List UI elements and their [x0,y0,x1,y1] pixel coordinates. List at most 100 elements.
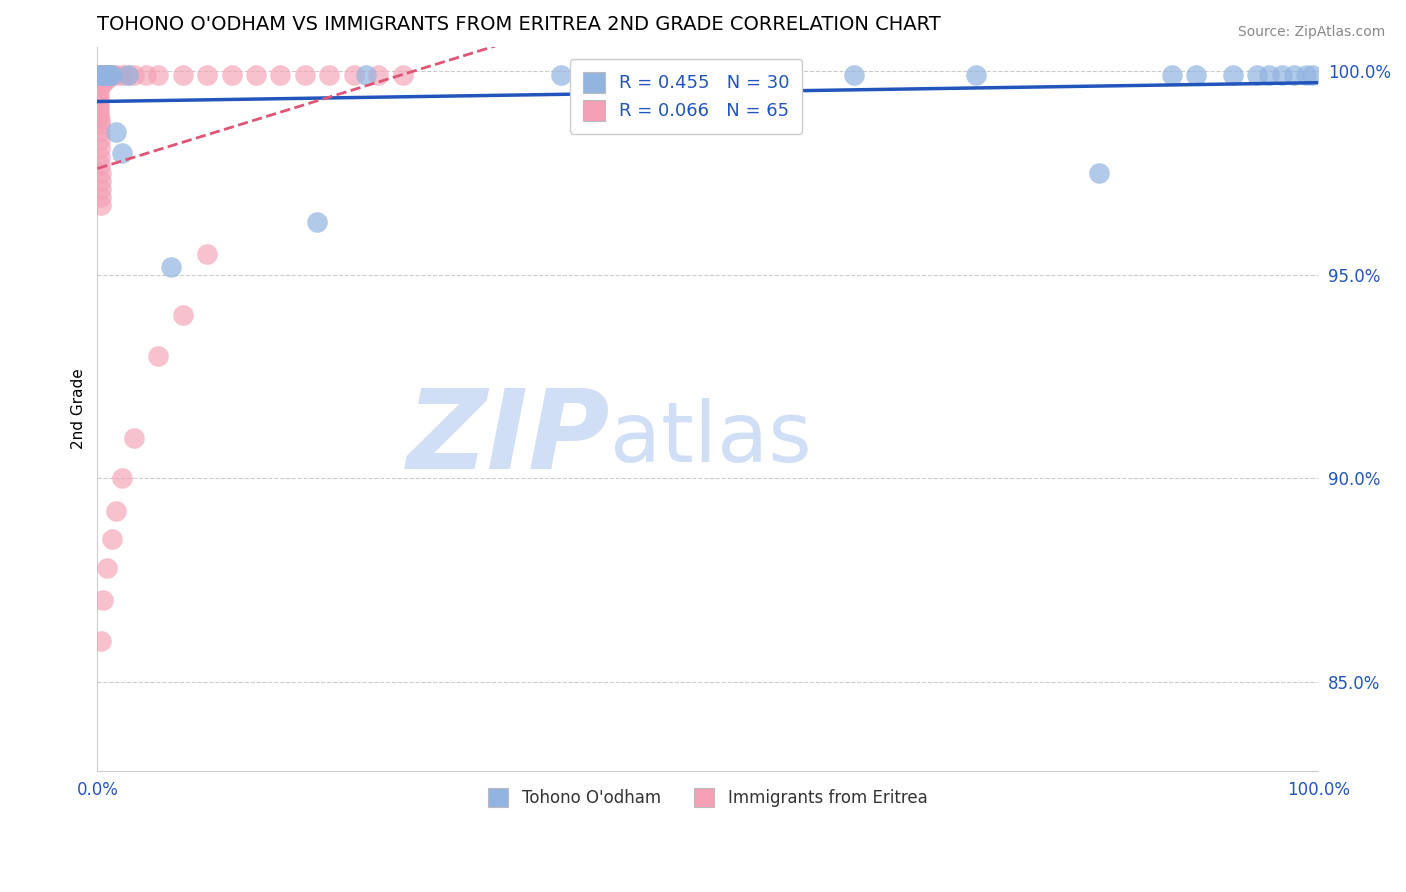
Point [318,68,340,82]
Point [98,68,121,82]
Point [90,166,112,180]
Point [1185,68,1208,82]
Point [101,68,124,82]
Point [89,112,111,127]
Point [96,68,118,82]
Point [94,68,117,82]
Point [343,68,366,82]
Point [96,68,118,82]
Point [89,117,111,131]
Point [94,68,117,82]
Point [294,68,316,82]
Point [93,593,115,607]
Point [1160,68,1182,82]
Point [93,68,115,82]
Legend: Tohono O'odham, Immigrants from Eritrea: Tohono O'odham, Immigrants from Eritrea [478,778,938,817]
Point [87,104,110,119]
Point [1258,68,1281,82]
Point [1246,68,1268,82]
Point [367,68,389,82]
Point [87,101,110,115]
Point [90,190,112,204]
Point [1222,68,1244,82]
Point [91,68,114,82]
Point [96,561,118,575]
Point [101,533,124,547]
Point [87,76,110,90]
Point [354,68,377,82]
Point [1295,68,1317,82]
Point [91,68,114,82]
Point [87,88,110,103]
Point [104,125,127,139]
Point [122,68,145,82]
Point [87,85,110,99]
Point [93,68,115,82]
Point [159,260,181,274]
Point [1282,68,1305,82]
Point [1301,68,1323,82]
Point [1271,68,1294,82]
Point [98,68,121,82]
Text: Source: ZipAtlas.com: Source: ZipAtlas.com [1237,25,1385,39]
Point [91,72,114,87]
Point [93,68,115,82]
Point [89,158,111,172]
Text: TOHONO O'ODHAM VS IMMIGRANTS FROM ERITREA 2ND GRADE CORRELATION CHART: TOHONO O'ODHAM VS IMMIGRANTS FROM ERITRE… [97,15,941,34]
Point [101,68,124,82]
Point [90,182,112,196]
Point [93,76,115,90]
Text: ZIP: ZIP [406,384,610,491]
Point [111,68,134,82]
Point [965,68,987,82]
Point [93,68,115,82]
Point [245,68,267,82]
Text: atlas: atlas [610,398,811,478]
Point [96,72,118,87]
Point [97,68,120,82]
Point [117,68,139,82]
Point [90,634,112,648]
Point [307,215,329,229]
Point [89,133,111,147]
Point [89,68,111,82]
Point [195,68,218,82]
Point [844,68,866,82]
Point [195,247,218,261]
Point [172,68,194,82]
Point [87,72,110,87]
Point [1087,166,1109,180]
Point [87,109,110,123]
Point [89,125,111,139]
Point [135,68,157,82]
Point [104,68,127,82]
Point [90,198,112,212]
Point [111,145,134,160]
Point [172,309,194,323]
Point [104,504,127,518]
Point [89,141,111,155]
Point [269,68,291,82]
Point [94,68,117,82]
Point [93,72,115,87]
Point [117,68,139,82]
Point [221,68,243,82]
Point [97,68,120,82]
Point [391,68,413,82]
Point [90,174,112,188]
Point [87,93,110,107]
Point [148,349,170,363]
Y-axis label: 2nd Grade: 2nd Grade [72,368,86,450]
Point [89,150,111,164]
Point [122,430,145,444]
Point [90,68,112,82]
Point [87,68,110,82]
Point [87,68,110,82]
Point [87,80,110,95]
Point [91,76,114,90]
Point [550,68,572,82]
Point [148,68,170,82]
Point [93,72,115,87]
Point [111,471,134,485]
Point [87,96,110,111]
